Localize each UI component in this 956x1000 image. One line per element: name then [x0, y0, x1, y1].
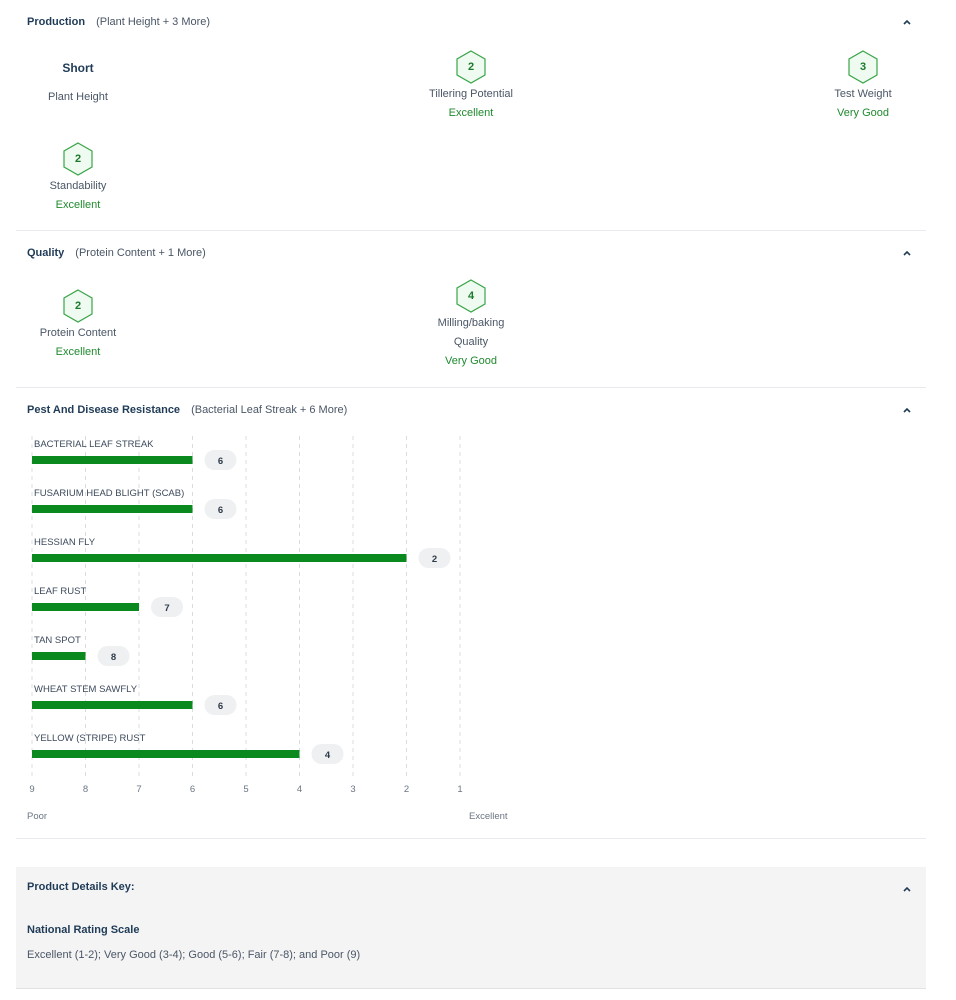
trait-standability: 2 Standability Excellent — [0, 141, 158, 215]
bar-value-label: 7 — [164, 603, 169, 614]
quality-section: Quality (Protein Content + 1 More) 2 Pro… — [16, 243, 926, 388]
pest-subtitle: (Bacterial Leaf Streak + 6 More) — [191, 404, 348, 416]
production-header[interactable]: Production (Plant Height + 3 More) — [27, 12, 210, 32]
bar-category-label: YELLOW (STRIPE) RUST — [34, 733, 146, 744]
bar — [32, 505, 193, 513]
plant-height-label: Plant Height — [48, 91, 108, 103]
test-weight-score: 3 — [859, 61, 867, 73]
standability-score: 2 — [74, 153, 82, 165]
hexagon-badge-icon: 2 — [60, 141, 96, 177]
production-section: Production (Plant Height + 3 More) Short… — [16, 12, 926, 231]
bar-value-pill — [204, 695, 237, 715]
trait-plant-height: Short Plant Height — [0, 60, 158, 107]
x-tick-label: 2 — [404, 784, 409, 795]
x-tick-label: 8 — [83, 784, 88, 795]
bar-category-label: HESSIAN FLY — [34, 537, 96, 548]
pest-collapse-chevron-up-icon[interactable] — [902, 405, 912, 415]
protein-score: 2 — [74, 300, 82, 312]
bar-value-label: 6 — [218, 505, 223, 516]
bar-value-pill — [151, 597, 183, 617]
production-title: Production — [27, 16, 86, 28]
standability-rating: Excellent — [55, 199, 101, 211]
quality-collapse-chevron-up-icon[interactable] — [902, 248, 912, 258]
bar-category-label: WHEAT STEM SAWFLY — [34, 684, 138, 695]
hexagon-badge-icon: 4 — [453, 278, 489, 314]
trait-test-weight: 3 Test Weight Very Good — [783, 49, 943, 123]
tillering-rating: Excellent — [448, 107, 494, 119]
key-collapse-chevron-up-icon[interactable] — [902, 884, 912, 894]
pest-title: Pest And Disease Resistance — [27, 404, 181, 416]
x-tick-label: 7 — [136, 784, 141, 795]
bar — [32, 652, 86, 660]
trait-protein-content: 2 Protein Content Excellent — [0, 288, 158, 362]
pest-disease-section: Pest And Disease Resistance (Bacterial L… — [16, 400, 926, 839]
bar-value-label: 4 — [325, 750, 331, 761]
bar-value-pill — [311, 744, 344, 764]
x-tick-label: 9 — [29, 784, 34, 795]
protein-rating: Excellent — [55, 346, 101, 358]
trait-tillering-potential: 2 Tillering Potential Excellent — [391, 49, 551, 123]
tillering-label: Tillering Potential — [429, 88, 513, 100]
hexagon-badge-icon: 2 — [60, 288, 96, 324]
milling-label-line2: Quality — [453, 336, 489, 348]
scale-high-label: Excellent — [469, 811, 508, 822]
key-title[interactable]: Product Details Key: — [27, 881, 135, 893]
pest-header[interactable]: Pest And Disease Resistance (Bacterial L… — [27, 400, 347, 420]
standability-label: Standability — [49, 180, 107, 192]
quality-subtitle: (Protein Content + 1 More) — [75, 247, 206, 259]
bar-category-label: BACTERIAL LEAF STREAK — [34, 439, 154, 450]
protein-label: Protein Content — [39, 327, 117, 339]
bar-value-pill — [418, 548, 451, 568]
bar-value-label: 6 — [218, 456, 223, 467]
x-tick-label: 5 — [243, 784, 248, 795]
x-tick-label: 3 — [350, 784, 355, 795]
disease-resistance-chart: 9 8 7 6 5 4 3 2 1 BACTERIAL LEAF STREAK 6 FUSARIUM … — [27, 436, 508, 822]
tillering-score: 2 — [467, 61, 475, 73]
quality-title: Quality — [27, 247, 65, 259]
bar — [32, 701, 193, 709]
x-tick-label: 1 — [457, 784, 462, 795]
bar-value-pill — [204, 499, 237, 519]
bar-value-pill — [204, 450, 237, 470]
test-weight-label: Test Weight — [834, 88, 892, 100]
bar-value-label: 6 — [218, 701, 223, 712]
production-collapse-chevron-up-icon[interactable] — [902, 17, 912, 27]
bar-value-label: 8 — [111, 652, 116, 663]
trait-milling-baking-quality: 4 Milling/baking Quality Very Good — [391, 278, 551, 371]
bar-value-label: 2 — [432, 554, 437, 565]
test-weight-rating: Very Good — [837, 107, 889, 119]
bar — [32, 456, 193, 464]
bar-category-label: TAN SPOT — [34, 635, 81, 646]
x-tick-label: 4 — [297, 784, 302, 795]
scale-low-label: Poor — [27, 811, 47, 822]
bar-category-label: FUSARIUM HEAD BLIGHT (SCAB) — [34, 488, 184, 499]
hexagon-badge-icon: 3 — [845, 49, 881, 85]
quality-header[interactable]: Quality (Protein Content + 1 More) — [27, 243, 206, 263]
national-rating-scale-title: National Rating Scale — [27, 924, 140, 936]
national-rating-scale-text: Excellent (1-2); Very Good (3-4); Good (… — [27, 949, 361, 961]
bar-value-pill — [97, 646, 130, 666]
milling-rating: Very Good — [445, 355, 497, 367]
bar — [32, 603, 139, 611]
production-subtitle: (Plant Height + 3 More) — [96, 16, 211, 28]
milling-label-line1: Milling/baking — [437, 317, 505, 329]
bar — [32, 554, 407, 562]
bar-category-label: LEAF RUST — [34, 586, 86, 597]
x-tick-label: 6 — [190, 784, 195, 795]
milling-score: 4 — [467, 290, 475, 302]
product-details-key: Product Details Key: National Rating Sca… — [16, 867, 926, 989]
bar — [32, 750, 300, 758]
plant-height-value: Short — [62, 61, 94, 75]
hexagon-badge-icon: 2 — [453, 49, 489, 85]
